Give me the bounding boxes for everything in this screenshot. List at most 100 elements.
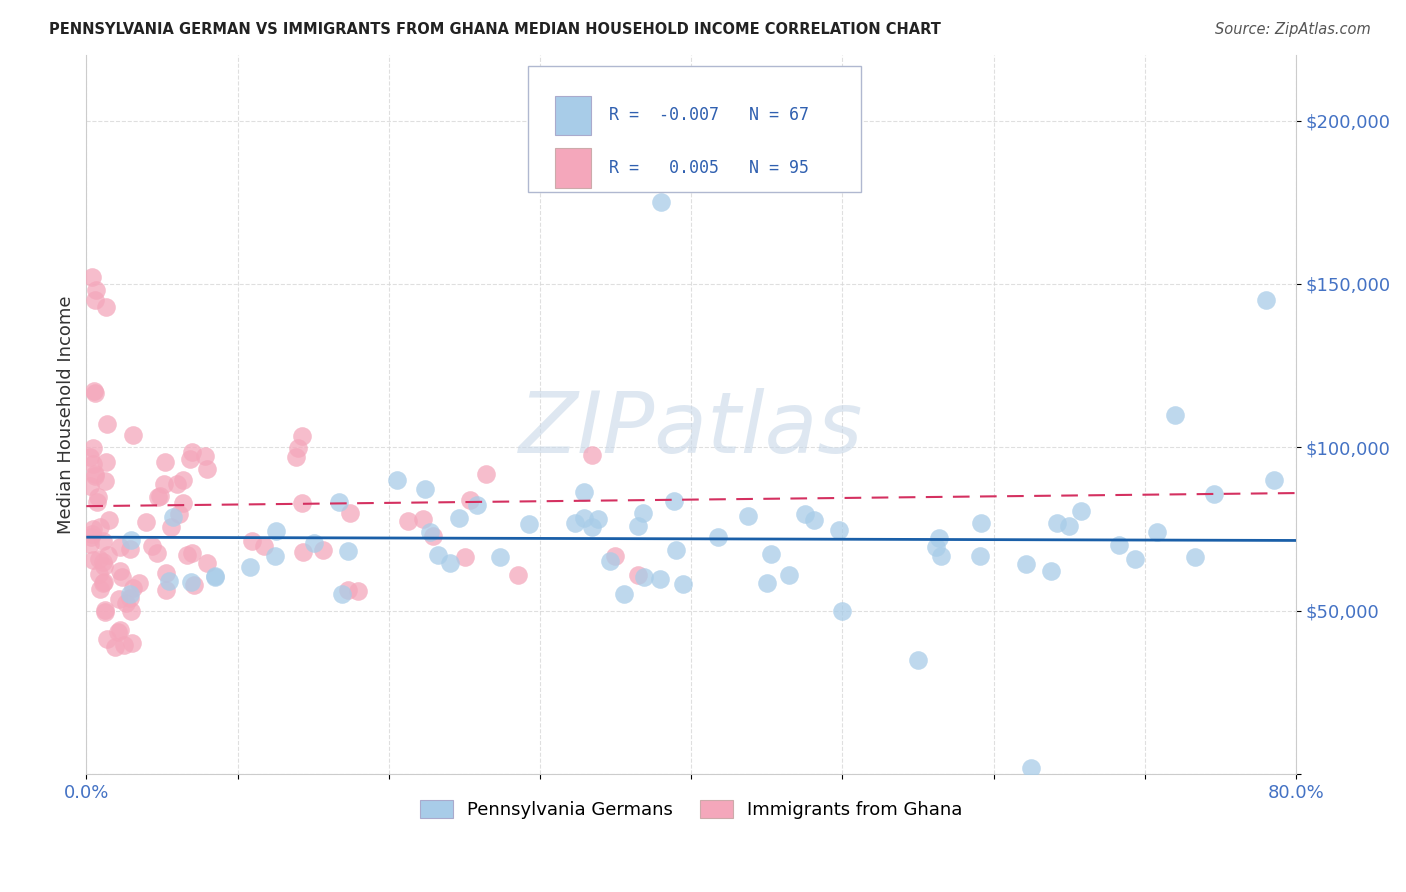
Point — [94, 300, 117, 314]
Text: R =  -0.007   N = 67: R = -0.007 N = 67 — [609, 106, 808, 125]
Point — [104, 640, 127, 655]
Point — [925, 541, 948, 555]
Point — [662, 494, 685, 508]
Point — [179, 451, 201, 466]
Point — [793, 507, 815, 521]
Point — [599, 554, 621, 568]
Point — [167, 507, 190, 521]
Point — [1202, 487, 1225, 501]
Point — [96, 417, 118, 431]
Point — [93, 575, 115, 590]
Point — [311, 543, 333, 558]
Point — [84, 293, 107, 308]
Point — [155, 583, 177, 598]
Point — [475, 467, 498, 482]
Point — [160, 520, 183, 534]
Point — [1021, 761, 1043, 775]
Point — [929, 549, 952, 563]
Text: R =   0.005   N = 95: R = 0.005 N = 95 — [609, 159, 808, 177]
Point — [1070, 503, 1092, 517]
Point — [89, 551, 111, 566]
Point — [86, 283, 108, 297]
Point — [672, 577, 695, 591]
FancyBboxPatch shape — [527, 66, 860, 192]
Point — [89, 582, 111, 597]
Point — [439, 556, 461, 570]
Point — [149, 489, 172, 503]
Point — [176, 548, 198, 562]
Point — [287, 441, 309, 455]
Point — [969, 549, 991, 564]
Point — [153, 476, 176, 491]
Point — [605, 549, 627, 563]
Point — [581, 520, 603, 534]
Point — [1254, 293, 1277, 308]
Point — [166, 476, 188, 491]
Point — [336, 544, 359, 558]
Point — [204, 568, 226, 582]
Point — [195, 461, 218, 475]
Point — [627, 567, 650, 582]
Point — [564, 516, 586, 530]
Point — [328, 495, 350, 509]
Point — [82, 522, 104, 536]
Point — [111, 570, 134, 584]
Point — [1045, 516, 1067, 530]
Point — [828, 523, 851, 537]
Point — [291, 496, 314, 510]
Point — [302, 535, 325, 549]
Point — [285, 450, 308, 465]
Point — [96, 632, 118, 646]
Point — [627, 519, 650, 533]
Point — [93, 559, 115, 574]
Point — [180, 546, 202, 560]
Point — [387, 473, 409, 487]
Point — [665, 543, 688, 558]
Text: Source: ZipAtlas.com: Source: ZipAtlas.com — [1215, 22, 1371, 37]
Point — [581, 448, 603, 462]
Point — [157, 574, 180, 589]
Point — [465, 498, 488, 512]
Point — [489, 549, 512, 564]
FancyBboxPatch shape — [554, 148, 591, 187]
Point — [83, 468, 105, 483]
Point — [118, 587, 141, 601]
Point — [337, 582, 360, 597]
Point — [180, 445, 202, 459]
Point — [907, 653, 929, 667]
Y-axis label: Median Household Income: Median Household Income — [58, 295, 75, 534]
Point — [148, 490, 170, 504]
Point — [447, 511, 470, 525]
Point — [83, 384, 105, 399]
Point — [588, 512, 610, 526]
Point — [803, 513, 825, 527]
Point — [422, 529, 444, 543]
Point — [706, 530, 728, 544]
Point — [87, 566, 110, 581]
Point — [84, 386, 107, 401]
Point — [928, 531, 950, 545]
Point — [970, 516, 993, 530]
Point — [79, 478, 101, 492]
Point — [631, 506, 654, 520]
Point — [650, 195, 672, 210]
Point — [759, 547, 782, 561]
Point — [291, 429, 314, 443]
Point — [89, 520, 111, 534]
Point — [108, 564, 131, 578]
Point — [91, 576, 114, 591]
Point — [1184, 550, 1206, 565]
Point — [778, 568, 800, 582]
Point — [1123, 552, 1146, 566]
Point — [1015, 558, 1038, 572]
Point — [413, 482, 436, 496]
Point — [180, 575, 202, 590]
Point — [87, 490, 110, 504]
Point — [120, 591, 142, 605]
Point — [120, 604, 142, 618]
Point — [1040, 564, 1063, 578]
Point — [419, 525, 441, 540]
Text: PENNSYLVANIA GERMAN VS IMMIGRANTS FROM GHANA MEDIAN HOUSEHOLD INCOME CORRELATION: PENNSYLVANIA GERMAN VS IMMIGRANTS FROM G… — [49, 22, 941, 37]
Point — [80, 270, 103, 285]
Point — [1263, 473, 1285, 487]
